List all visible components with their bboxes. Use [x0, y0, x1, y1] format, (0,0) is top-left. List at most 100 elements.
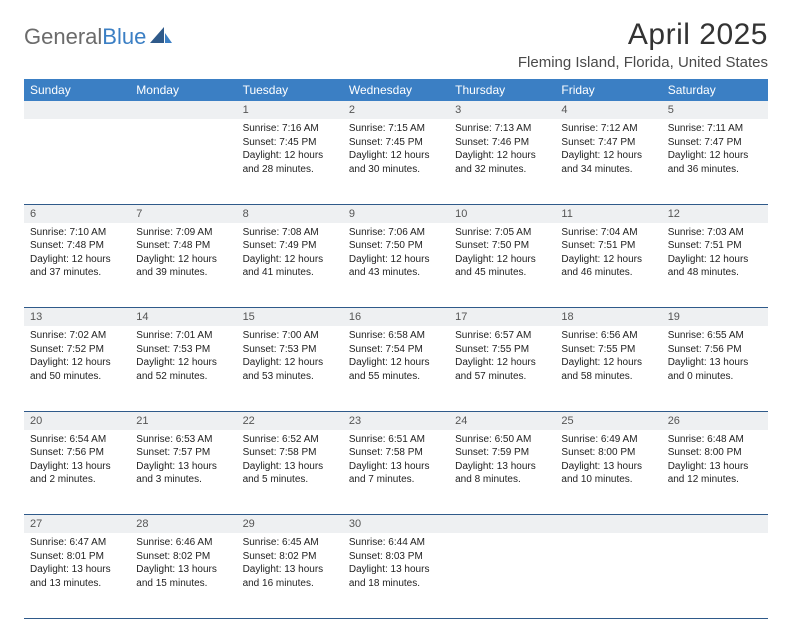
- sunset-text: Sunset: 8:01 PM: [30, 550, 124, 564]
- day-cell: Sunrise: 6:57 AMSunset: 7:55 PMDaylight:…: [449, 326, 555, 411]
- day-number: 14: [130, 308, 236, 327]
- daylight-text: Daylight: 12 hours and 34 minutes.: [561, 149, 655, 176]
- day-cell: Sunrise: 6:55 AMSunset: 7:56 PMDaylight:…: [662, 326, 768, 411]
- sunrise-text: Sunrise: 7:00 AM: [243, 329, 337, 343]
- day-cell: Sunrise: 7:01 AMSunset: 7:53 PMDaylight:…: [130, 326, 236, 411]
- sunset-text: Sunset: 7:53 PM: [136, 343, 230, 357]
- day-content: Sunrise: 6:49 AMSunset: 8:00 PMDaylight:…: [555, 430, 661, 493]
- day-number: [449, 515, 555, 534]
- sail-icon: [150, 27, 172, 50]
- day-content: Sunrise: 7:01 AMSunset: 7:53 PMDaylight:…: [130, 326, 236, 389]
- day-number: 21: [130, 411, 236, 430]
- day-cell: Sunrise: 7:08 AMSunset: 7:49 PMDaylight:…: [237, 223, 343, 308]
- daylight-text: Daylight: 12 hours and 39 minutes.: [136, 253, 230, 280]
- sunset-text: Sunset: 8:03 PM: [349, 550, 443, 564]
- day-number: 4: [555, 101, 661, 119]
- sunset-text: Sunset: 7:49 PM: [243, 239, 337, 253]
- day-content: Sunrise: 7:05 AMSunset: 7:50 PMDaylight:…: [449, 223, 555, 286]
- day-number: 24: [449, 411, 555, 430]
- day-number: 19: [662, 308, 768, 327]
- sunset-text: Sunset: 8:00 PM: [561, 446, 655, 460]
- day-content: Sunrise: 6:53 AMSunset: 7:57 PMDaylight:…: [130, 430, 236, 493]
- daylight-text: Daylight: 13 hours and 8 minutes.: [455, 460, 549, 487]
- day-cell: Sunrise: 7:10 AMSunset: 7:48 PMDaylight:…: [24, 223, 130, 308]
- week-number-row: 12345: [24, 101, 768, 119]
- sunset-text: Sunset: 7:55 PM: [455, 343, 549, 357]
- logo-text-1: General: [24, 24, 102, 49]
- sunrise-text: Sunrise: 7:06 AM: [349, 226, 443, 240]
- week-number-row: 27282930: [24, 515, 768, 534]
- day-content: Sunrise: 6:55 AMSunset: 7:56 PMDaylight:…: [662, 326, 768, 389]
- day-cell: Sunrise: 6:49 AMSunset: 8:00 PMDaylight:…: [555, 430, 661, 515]
- day-number: 30: [343, 515, 449, 534]
- daylight-text: Daylight: 13 hours and 3 minutes.: [136, 460, 230, 487]
- sunrise-text: Sunrise: 6:51 AM: [349, 433, 443, 447]
- daylight-text: Daylight: 12 hours and 43 minutes.: [349, 253, 443, 280]
- day-content: Sunrise: 7:13 AMSunset: 7:46 PMDaylight:…: [449, 119, 555, 182]
- sunrise-text: Sunrise: 7:10 AM: [30, 226, 124, 240]
- day-cell: [449, 533, 555, 618]
- sunset-text: Sunset: 7:52 PM: [30, 343, 124, 357]
- day-header: Monday: [130, 79, 236, 101]
- daylight-text: Daylight: 12 hours and 32 minutes.: [455, 149, 549, 176]
- sunrise-text: Sunrise: 6:46 AM: [136, 536, 230, 550]
- title-block: April 2025 Fleming Island, Florida, Unit…: [518, 18, 768, 71]
- day-content: Sunrise: 6:51 AMSunset: 7:58 PMDaylight:…: [343, 430, 449, 493]
- daylight-text: Daylight: 13 hours and 2 minutes.: [30, 460, 124, 487]
- sunset-text: Sunset: 7:58 PM: [243, 446, 337, 460]
- day-cell: Sunrise: 6:46 AMSunset: 8:02 PMDaylight:…: [130, 533, 236, 618]
- day-number: 11: [555, 204, 661, 223]
- day-cell: Sunrise: 7:00 AMSunset: 7:53 PMDaylight:…: [237, 326, 343, 411]
- day-content: Sunrise: 7:16 AMSunset: 7:45 PMDaylight:…: [237, 119, 343, 182]
- daylight-text: Daylight: 12 hours and 37 minutes.: [30, 253, 124, 280]
- logo: GeneralBlue: [24, 24, 172, 50]
- daylight-text: Daylight: 13 hours and 5 minutes.: [243, 460, 337, 487]
- daylight-text: Daylight: 13 hours and 15 minutes.: [136, 563, 230, 590]
- sunset-text: Sunset: 7:56 PM: [30, 446, 124, 460]
- day-content: Sunrise: 6:48 AMSunset: 8:00 PMDaylight:…: [662, 430, 768, 493]
- day-header: Wednesday: [343, 79, 449, 101]
- day-header: Saturday: [662, 79, 768, 101]
- day-number: [24, 101, 130, 119]
- day-content: Sunrise: 7:12 AMSunset: 7:47 PMDaylight:…: [555, 119, 661, 182]
- sunset-text: Sunset: 7:58 PM: [349, 446, 443, 460]
- sunrise-text: Sunrise: 7:09 AM: [136, 226, 230, 240]
- day-content: Sunrise: 6:46 AMSunset: 8:02 PMDaylight:…: [130, 533, 236, 596]
- sunrise-text: Sunrise: 7:03 AM: [668, 226, 762, 240]
- day-number: 10: [449, 204, 555, 223]
- sunrise-text: Sunrise: 6:45 AM: [243, 536, 337, 550]
- daylight-text: Daylight: 12 hours and 30 minutes.: [349, 149, 443, 176]
- day-cell: Sunrise: 6:56 AMSunset: 7:55 PMDaylight:…: [555, 326, 661, 411]
- daylight-text: Daylight: 13 hours and 16 minutes.: [243, 563, 337, 590]
- day-content: Sunrise: 7:09 AMSunset: 7:48 PMDaylight:…: [130, 223, 236, 286]
- sunrise-text: Sunrise: 6:56 AM: [561, 329, 655, 343]
- day-cell: [130, 119, 236, 204]
- day-cell: Sunrise: 6:54 AMSunset: 7:56 PMDaylight:…: [24, 430, 130, 515]
- sunrise-text: Sunrise: 7:02 AM: [30, 329, 124, 343]
- day-content: Sunrise: 7:10 AMSunset: 7:48 PMDaylight:…: [24, 223, 130, 286]
- sunrise-text: Sunrise: 6:57 AM: [455, 329, 549, 343]
- week-content-row: Sunrise: 6:54 AMSunset: 7:56 PMDaylight:…: [24, 430, 768, 515]
- sunset-text: Sunset: 7:50 PM: [455, 239, 549, 253]
- sunrise-text: Sunrise: 7:01 AM: [136, 329, 230, 343]
- day-header: Friday: [555, 79, 661, 101]
- daylight-text: Daylight: 12 hours and 52 minutes.: [136, 356, 230, 383]
- daylight-text: Daylight: 13 hours and 0 minutes.: [668, 356, 762, 383]
- day-number: 16: [343, 308, 449, 327]
- page-header: GeneralBlue April 2025 Fleming Island, F…: [24, 18, 768, 71]
- day-number: 7: [130, 204, 236, 223]
- day-content: Sunrise: 7:06 AMSunset: 7:50 PMDaylight:…: [343, 223, 449, 286]
- daylight-text: Daylight: 12 hours and 36 minutes.: [668, 149, 762, 176]
- sunrise-text: Sunrise: 7:15 AM: [349, 122, 443, 136]
- day-cell: [24, 119, 130, 204]
- day-number: 22: [237, 411, 343, 430]
- logo-text-2: Blue: [102, 24, 146, 49]
- day-cell: Sunrise: 7:16 AMSunset: 7:45 PMDaylight:…: [237, 119, 343, 204]
- day-number: 27: [24, 515, 130, 534]
- day-cell: Sunrise: 7:15 AMSunset: 7:45 PMDaylight:…: [343, 119, 449, 204]
- day-number: 1: [237, 101, 343, 119]
- day-cell: Sunrise: 6:53 AMSunset: 7:57 PMDaylight:…: [130, 430, 236, 515]
- sunrise-text: Sunrise: 6:48 AM: [668, 433, 762, 447]
- daylight-text: Daylight: 12 hours and 57 minutes.: [455, 356, 549, 383]
- day-cell: Sunrise: 7:12 AMSunset: 7:47 PMDaylight:…: [555, 119, 661, 204]
